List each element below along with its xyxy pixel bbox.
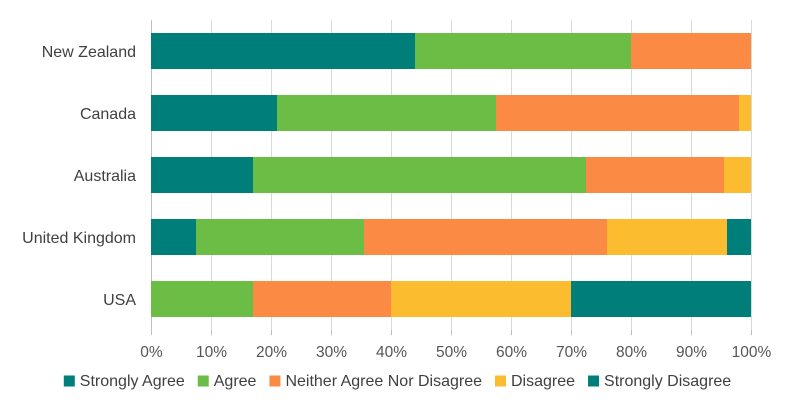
x-tick-label: 60% xyxy=(496,344,527,361)
legend-swatch xyxy=(197,375,209,387)
bar-segment xyxy=(571,281,751,317)
bar-segment xyxy=(724,157,751,193)
x-tick-label: 100% xyxy=(732,344,772,361)
legend-label: Strongly Agree xyxy=(80,373,185,390)
legend-label: Strongly Disagree xyxy=(604,373,731,390)
bar-segment xyxy=(151,281,253,317)
legend-item: Agree xyxy=(197,373,257,390)
x-tick-label: 90% xyxy=(676,344,707,361)
bar-segment xyxy=(739,95,751,131)
x-tick-label: 20% xyxy=(256,344,287,361)
x-tick-label: 0% xyxy=(140,344,163,361)
legend-swatch xyxy=(63,375,75,387)
category-axis: New Zealand Canada Australia United Kingdom… xyxy=(22,44,136,309)
category-label: Australia xyxy=(74,168,136,185)
legend-label: Neither Agree Nor Disagree xyxy=(285,373,482,390)
bar-segment xyxy=(415,33,631,69)
bar-segment xyxy=(631,33,751,69)
bar-segment xyxy=(151,95,277,131)
category-label: New Zealand xyxy=(42,44,136,61)
x-tick-label: 40% xyxy=(376,344,407,361)
legend-label: Agree xyxy=(214,373,257,390)
x-tick-label: 10% xyxy=(196,344,227,361)
bar-segment xyxy=(196,219,364,255)
bar-segment xyxy=(151,33,415,69)
x-tick-label: 70% xyxy=(556,344,587,361)
legend-item: Neither Agree Nor Disagree xyxy=(269,373,482,390)
bar-segment xyxy=(151,219,196,255)
bar-segment xyxy=(364,219,607,255)
value-axis: 0% 10% 20% 30% 40% 50% 60% 70% 80% 90% 100% xyxy=(140,330,772,361)
legend-swatch xyxy=(588,375,600,387)
bar-segment xyxy=(391,281,571,317)
legend: Strongly Agree Agree Neither Agree Nor Dis… xyxy=(63,373,731,390)
legend-swatch xyxy=(495,375,506,387)
bar-segment xyxy=(277,95,496,131)
category-label: United Kingdom xyxy=(22,230,136,247)
bar-segment xyxy=(727,219,751,255)
bar-segment xyxy=(496,95,739,131)
legend-item: Disagree xyxy=(495,373,575,390)
bar-segment xyxy=(253,281,391,317)
legend-item: Strongly Disagree xyxy=(588,373,731,390)
category-label: USA xyxy=(103,292,136,309)
legend-item: Strongly Agree xyxy=(63,373,185,390)
category-label: Canada xyxy=(80,106,136,123)
x-tick-label: 50% xyxy=(436,344,467,361)
bar-segment xyxy=(253,157,586,193)
x-tick-label: 30% xyxy=(316,344,347,361)
bar-segment xyxy=(607,219,727,255)
bars xyxy=(151,33,751,317)
bar-segment xyxy=(586,157,724,193)
legend-label: Disagree xyxy=(511,373,575,390)
bar-segment xyxy=(151,157,253,193)
legend-swatch xyxy=(269,375,281,387)
x-tick-label: 80% xyxy=(616,344,647,361)
